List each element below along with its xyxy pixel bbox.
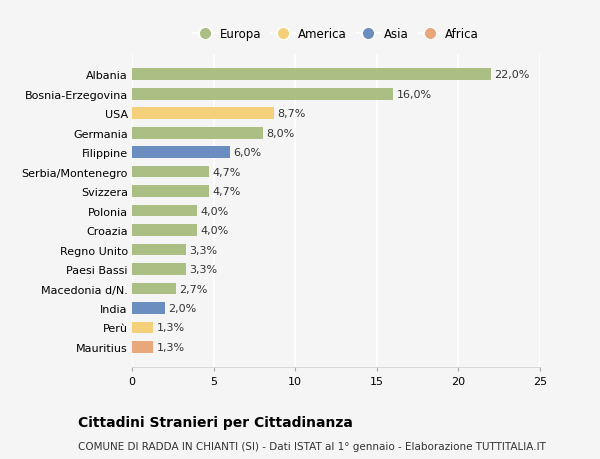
Bar: [132, 302, 164, 314]
Text: COMUNE DI RADDA IN CHIANTI (SI) - Dati ISTAT al 1° gennaio - Elaborazione TUTTIT: COMUNE DI RADDA IN CHIANTI (SI) - Dati I…: [78, 441, 546, 451]
Text: 6,0%: 6,0%: [233, 148, 262, 158]
Bar: [132, 69, 491, 81]
Bar: [132, 128, 263, 139]
Text: 4,0%: 4,0%: [200, 225, 229, 235]
Text: 4,7%: 4,7%: [212, 167, 241, 177]
Bar: [132, 322, 153, 334]
Text: 8,7%: 8,7%: [277, 109, 305, 119]
Bar: [132, 283, 176, 295]
Bar: [132, 147, 230, 159]
Text: 3,3%: 3,3%: [189, 264, 217, 274]
Text: 8,0%: 8,0%: [266, 129, 294, 139]
Text: 4,7%: 4,7%: [212, 187, 241, 197]
Bar: [132, 108, 274, 120]
Text: 1,3%: 1,3%: [157, 342, 185, 352]
Bar: [132, 244, 186, 256]
Text: 22,0%: 22,0%: [494, 70, 530, 80]
Text: Cittadini Stranieri per Cittadinanza: Cittadini Stranieri per Cittadinanza: [78, 415, 353, 429]
Bar: [132, 205, 197, 217]
Legend: Europa, America, Asia, Africa: Europa, America, Asia, Africa: [188, 23, 484, 46]
Text: 2,7%: 2,7%: [179, 284, 208, 294]
Text: 4,0%: 4,0%: [200, 206, 229, 216]
Text: 3,3%: 3,3%: [189, 245, 217, 255]
Text: 2,0%: 2,0%: [168, 303, 196, 313]
Bar: [132, 167, 209, 178]
Text: 1,3%: 1,3%: [157, 323, 185, 333]
Text: 16,0%: 16,0%: [397, 90, 431, 100]
Bar: [132, 341, 153, 353]
Bar: [132, 263, 186, 275]
Bar: [132, 225, 197, 236]
Bar: [132, 89, 393, 101]
Bar: [132, 186, 209, 197]
